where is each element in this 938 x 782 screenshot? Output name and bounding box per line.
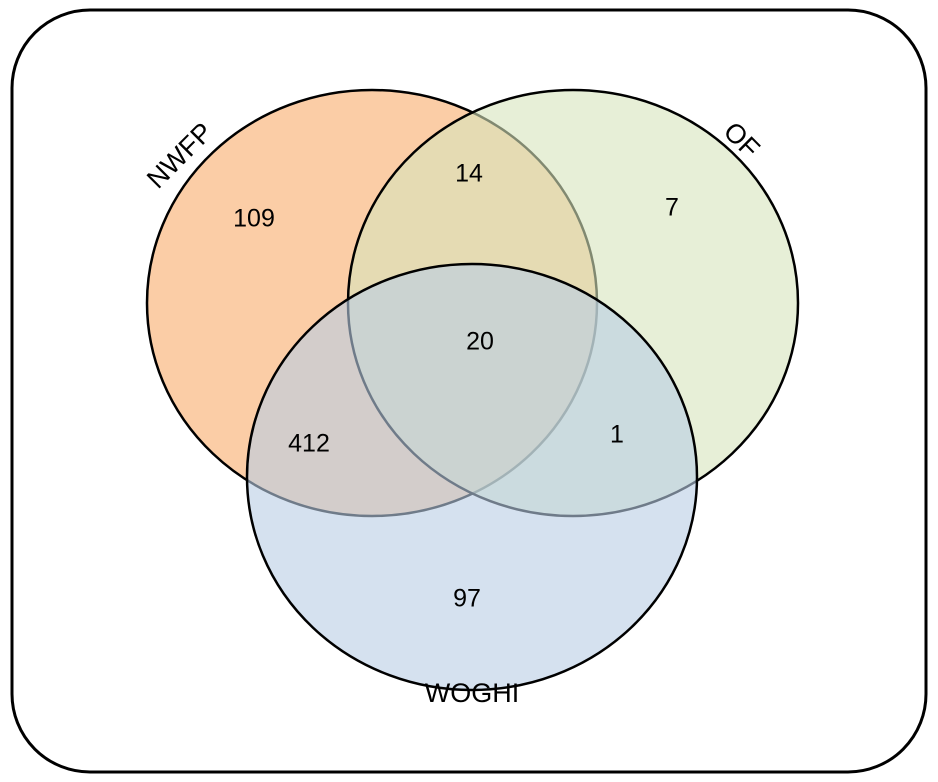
set-circle-woghi (245, 262, 699, 692)
region-count-nwfp-of: 14 (455, 160, 483, 188)
region-count-nwfp-woghi: 412 (288, 430, 330, 458)
region-count-nwfp-only: 109 (233, 205, 275, 233)
region-count-of-only: 7 (665, 194, 679, 222)
region-count-all-three: 20 (466, 328, 494, 356)
set-label-woghi: WOGHI (425, 678, 520, 708)
region-count-of-woghi: 1 (610, 421, 624, 449)
region-count-woghi-only: 97 (453, 585, 481, 613)
